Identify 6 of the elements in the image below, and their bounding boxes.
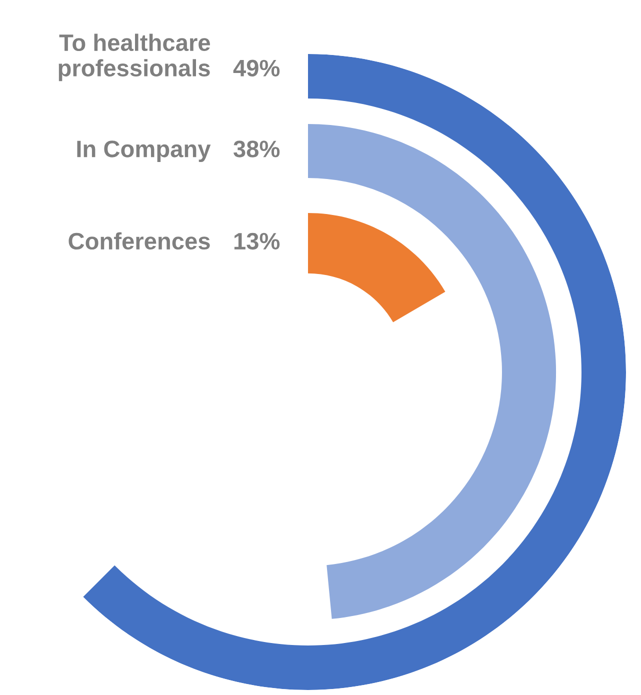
category-label: In Company xyxy=(77,140,211,162)
category-label: To healthcare professionals xyxy=(58,34,210,82)
data-label: 38% xyxy=(234,140,280,158)
data-label: 49% xyxy=(233,60,280,76)
category-label: Conferences xyxy=(68,232,210,250)
data-label: 13% xyxy=(234,232,280,250)
